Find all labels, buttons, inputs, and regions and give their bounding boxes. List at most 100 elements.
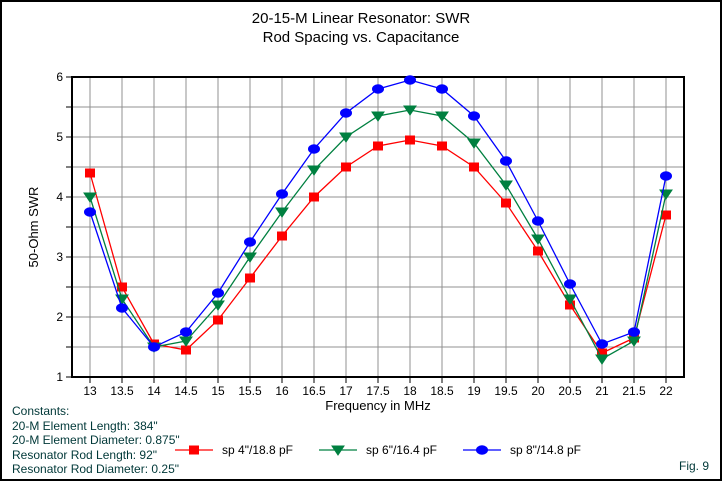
data-point-square	[277, 231, 287, 241]
legend-label: sp 8"/14.8 pF	[509, 443, 581, 457]
chart-subtitle: Rod Spacing vs. Capacitance	[262, 29, 460, 46]
constants-heading: Constants:	[12, 404, 70, 418]
plot-border	[71, 76, 685, 378]
title-block: 20-15-M Linear Resonator: SWR Rod Spacin…	[2, 9, 720, 47]
x-tick-label: 20.5	[558, 384, 582, 398]
y-tick-label: 6	[56, 70, 63, 84]
legend-label: sp 6"/16.4 pF	[366, 443, 437, 457]
data-point-square	[245, 273, 255, 283]
data-point-circle	[212, 288, 224, 298]
x-tick-label: 13.5	[110, 384, 134, 398]
data-point-square	[85, 168, 95, 178]
x-tick-label: 15.5	[238, 384, 262, 398]
x-tick-label: 20	[531, 384, 545, 398]
data-point-circle	[532, 216, 544, 226]
data-point-triangle-down	[331, 445, 345, 456]
data-point-triangle-down	[307, 165, 321, 176]
data-point-triangle-down	[211, 300, 225, 311]
data-point-square	[469, 162, 479, 172]
constants-line: 20-M Element Length: 384"	[12, 418, 158, 433]
y-tick-label: 5	[56, 130, 63, 144]
x-tick-label: 14	[147, 384, 161, 398]
data-point-square	[501, 198, 511, 208]
data-point-triangle-down	[179, 336, 193, 347]
data-point-circle	[180, 327, 192, 337]
x-tick-label: 18.5	[430, 384, 454, 398]
legend-marker-green-triangle-icon	[319, 445, 358, 456]
data-point-circle	[308, 144, 320, 154]
data-point-triangle-down	[243, 252, 257, 263]
data-point-triangle-down	[595, 354, 609, 365]
data-point-square	[309, 192, 319, 202]
data-point-triangle-down	[403, 105, 417, 116]
y-tick-label: 1	[56, 370, 63, 384]
x-tick-label: 21	[595, 384, 609, 398]
x-tick-label: 19.5	[494, 384, 518, 398]
legend-label: sp 4"/18.8 pF	[222, 443, 294, 457]
constants-line: 20-M Element Diameter: 0.875"	[12, 433, 180, 447]
x-tick-label: 17	[339, 384, 353, 398]
data-point-square	[533, 246, 543, 256]
data-point-square	[437, 141, 447, 151]
constants-block: Constants: 20-M Element Length: 384" 20-…	[12, 404, 180, 477]
data-point-circle	[148, 342, 160, 352]
data-point-square	[181, 345, 191, 355]
data-point-circle	[468, 111, 480, 121]
data-point-triangle-down	[435, 111, 449, 122]
x-tick-label: 15	[211, 384, 225, 398]
data-point-square	[341, 162, 351, 172]
data-point-triangle-down	[83, 192, 97, 203]
x-tick-label: 13	[83, 384, 97, 398]
chart-legend: sp 4"/18.8 pF sp 6"/16.4 pF sp 8"/14.8 p…	[72, 443, 684, 457]
x-tick-label: 17.5	[366, 384, 390, 398]
data-point-triangle-down	[627, 336, 641, 347]
data-point-triangle-down	[371, 111, 385, 122]
data-point-square	[661, 210, 671, 220]
data-point-triangle-down	[499, 180, 513, 191]
data-point-circle	[628, 327, 640, 337]
data-point-square	[117, 282, 127, 292]
data-point-circle	[564, 279, 576, 289]
data-point-triangle-down	[339, 132, 353, 143]
data-point-circle	[500, 156, 512, 166]
data-point-circle	[475, 445, 488, 455]
constants-line: Resonator Rod Diameter: 0.25"	[12, 462, 180, 476]
data-point-triangle-down	[563, 294, 577, 305]
x-tick-label: 19	[467, 384, 481, 398]
data-point-circle	[244, 237, 256, 247]
figure-number: Fig. 9	[678, 459, 709, 473]
x-tick-label: 21.5	[622, 384, 646, 398]
data-point-circle	[404, 75, 416, 85]
data-point-triangle-down	[275, 207, 289, 218]
data-point-circle	[340, 108, 352, 118]
y-axis-label: 50-Ohm SWR	[26, 186, 41, 268]
x-tick-label: 14.5	[174, 384, 198, 398]
chart-title: 20-15-M Linear Resonator: SWR	[251, 10, 471, 27]
data-point-circle	[660, 171, 672, 181]
y-tick-label: 4	[56, 190, 63, 204]
data-point-circle	[276, 189, 288, 199]
data-point-circle	[372, 84, 384, 94]
legend-item: sp 4"/18.8 pF	[175, 443, 293, 457]
y-tick-label: 3	[56, 250, 63, 264]
x-axis-label: Frequency in MHz	[325, 398, 431, 413]
y-tick-label: 2	[56, 310, 63, 324]
data-point-circle	[84, 207, 96, 217]
x-tick-label: 16	[275, 384, 289, 398]
data-point-circle	[436, 84, 448, 94]
x-tick-label: 16.5	[302, 384, 326, 398]
legend-item: sp 6"/16.4 pF	[319, 443, 437, 457]
data-point-square	[189, 445, 200, 455]
data-point-square	[373, 141, 383, 151]
data-point-triangle-down	[531, 234, 545, 245]
legend-marker-red-square-icon	[175, 445, 214, 455]
constants-line: Resonator Rod Length: 92"	[12, 447, 158, 462]
x-tick-label: 18	[403, 384, 417, 398]
data-point-square	[405, 135, 415, 145]
legend-item: sp 8"/14.8 pF	[462, 443, 581, 457]
data-point-circle	[596, 339, 608, 349]
data-point-circle	[116, 303, 128, 313]
data-point-square	[213, 315, 223, 325]
